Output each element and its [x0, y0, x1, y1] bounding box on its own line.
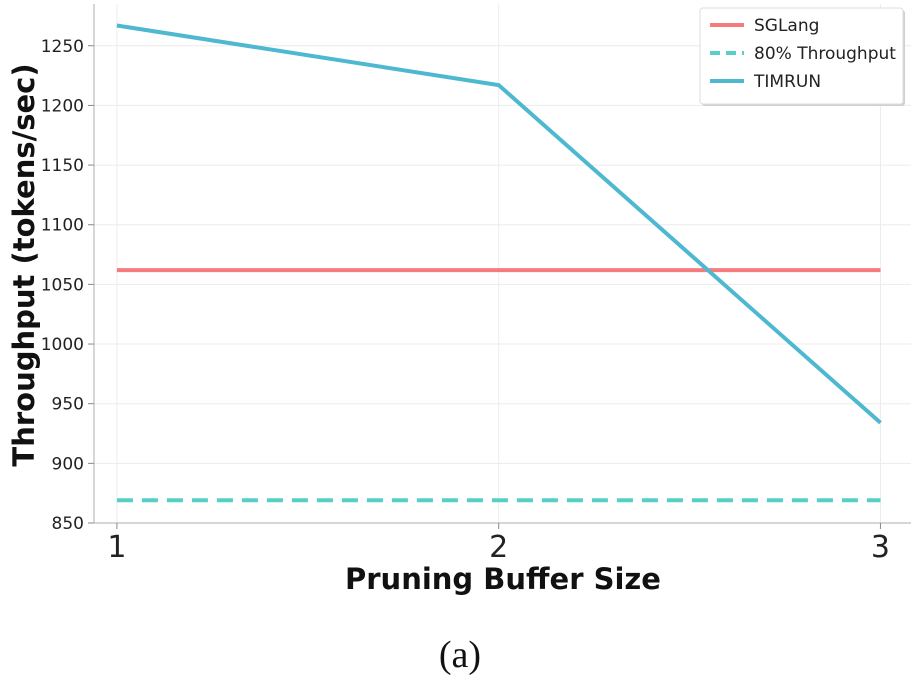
y-tick-label: 1000 [41, 335, 84, 355]
axes [93, 4, 911, 524]
y-tick-label: 850 [52, 514, 84, 534]
y-axis-ticks: 850 900 950 1000 1050 1100 1150 1200 1250 [41, 37, 94, 534]
series-line-timrun [116, 23, 882, 425]
legend-label: TIMRUN [753, 72, 821, 92]
y-tick-label: 1100 [41, 216, 84, 236]
x-axis-label: Pruning Buffer Size [345, 562, 661, 596]
y-tick-label: 1200 [41, 96, 84, 116]
y-tick-label: 900 [52, 454, 84, 474]
y-tick-label: 1050 [41, 275, 84, 295]
x-tick-label: 1 [107, 530, 126, 565]
y-tick-label: 1150 [41, 156, 84, 176]
x-axis-ticks: 1 2 3 [107, 523, 890, 565]
x-tick-label: 3 [871, 530, 890, 565]
legend-label: 80% Throughput [754, 44, 896, 64]
legend-label: SGLang [754, 16, 819, 36]
legend: SGLang 80% Throughput TIMRUN [699, 7, 905, 106]
legend-box [699, 7, 904, 105]
figure-caption: (a) [439, 634, 481, 676]
series-lines [116, 23, 882, 503]
x-tick-label: 2 [489, 530, 508, 565]
y-axis-label: Throughput (tokens/sec) [7, 63, 41, 466]
y-tick-label: 1250 [41, 37, 84, 57]
y-tick-label: 950 [52, 395, 84, 415]
